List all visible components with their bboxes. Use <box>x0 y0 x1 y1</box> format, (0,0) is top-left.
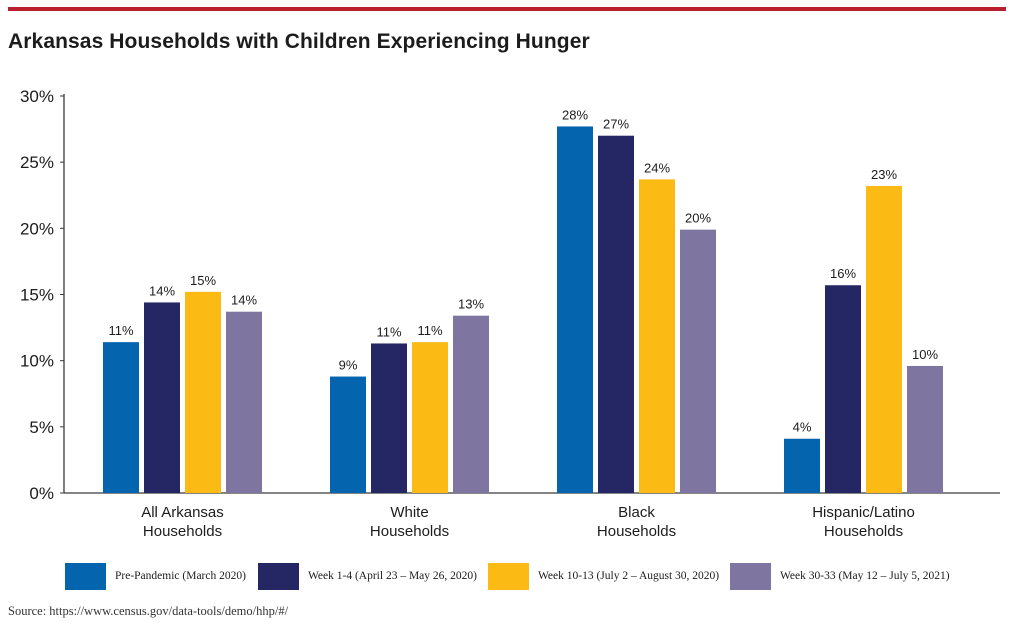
bar <box>557 126 593 493</box>
bar <box>680 229 716 493</box>
bar-data-label: 14% <box>149 283 175 298</box>
legend-item: Week 1-4 (April 23 – May 26, 2020) <box>258 561 477 591</box>
y-tick-label: 20% <box>20 219 54 238</box>
bar-data-label: 9% <box>339 358 358 373</box>
bar <box>226 311 262 493</box>
bar-data-label: 27% <box>603 117 629 132</box>
bar-data-label: 11% <box>108 323 133 338</box>
y-tick-label: 10% <box>20 352 54 371</box>
legend-label: Week 30-33 (May 12 – July 5, 2021) <box>780 570 950 582</box>
y-tick-label: 15% <box>20 286 54 305</box>
x-category-label: Households <box>824 523 903 540</box>
y-tick-label: 30% <box>20 87 54 106</box>
bar <box>639 179 675 493</box>
legend: Pre-Pandemic (March 2020) Week 1-4 (April… <box>8 561 1018 591</box>
legend-swatch <box>258 562 299 590</box>
legend-swatch <box>488 562 529 590</box>
bar <box>453 315 489 493</box>
x-category-label: Households <box>143 523 222 540</box>
legend-label: Week 1-4 (April 23 – May 26, 2020) <box>308 570 477 582</box>
y-tick-label: 0% <box>29 484 54 503</box>
chart-title: Arkansas Households with Children Experi… <box>8 30 590 53</box>
legend-swatch <box>730 562 771 590</box>
bar-data-label: 20% <box>685 211 711 226</box>
bar <box>866 185 902 493</box>
legend-item: Pre-Pandemic (March 2020) <box>65 561 246 591</box>
bar-data-label: 28% <box>562 107 588 122</box>
legend-item: Week 30-33 (May 12 – July 5, 2021) <box>730 561 950 591</box>
y-tick-label: 25% <box>20 153 54 172</box>
legend-item: Week 10-13 (July 2 – August 30, 2020) <box>488 561 719 591</box>
bar-data-label: 11% <box>376 324 401 339</box>
bar <box>330 376 366 493</box>
bar <box>598 135 634 493</box>
x-category-label: Black <box>618 504 655 521</box>
bar <box>784 438 820 493</box>
bar <box>825 285 861 493</box>
bar <box>371 343 407 493</box>
bar <box>907 365 943 493</box>
bar-data-label: 10% <box>912 347 938 362</box>
source-note: Source: https://www.census.gov/data-tool… <box>8 604 289 618</box>
x-category-label: Hispanic/Latino <box>812 504 915 521</box>
bar-data-label: 4% <box>793 420 812 435</box>
bar-data-label: 14% <box>231 293 257 308</box>
bar-data-label: 11% <box>417 323 442 338</box>
x-category-label: Households <box>597 523 676 540</box>
x-category-label: All Arkansas <box>141 504 224 521</box>
bar-data-label: 15% <box>190 273 216 288</box>
legend-swatch <box>65 562 106 590</box>
x-category-label: White <box>390 504 428 521</box>
bar <box>103 342 139 493</box>
legend-label: Pre-Pandemic (March 2020) <box>115 570 246 582</box>
top-accent-rule <box>8 7 1006 11</box>
legend-label: Week 10-13 (July 2 – August 30, 2020) <box>538 570 720 582</box>
bar-data-label: 24% <box>644 160 670 175</box>
bar <box>412 342 448 493</box>
bar-data-label: 16% <box>830 266 856 281</box>
bar-data-label: 23% <box>871 167 897 182</box>
bar <box>144 302 180 493</box>
bar <box>185 291 221 493</box>
y-tick-label: 5% <box>29 418 54 437</box>
x-category-label: Households <box>370 523 449 540</box>
bar-data-label: 13% <box>458 297 484 312</box>
